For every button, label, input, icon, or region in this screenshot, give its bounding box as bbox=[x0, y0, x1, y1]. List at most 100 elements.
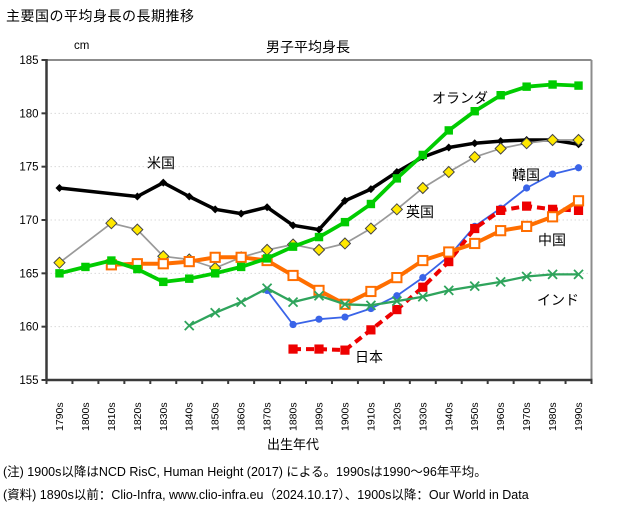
x-tick-label-1850s: 1850s bbox=[210, 402, 222, 431]
x-tick-label-1940s: 1940s bbox=[443, 402, 455, 431]
data-point-korea bbox=[393, 292, 401, 300]
data-point-usa bbox=[237, 209, 246, 218]
x-tick-label-1990s: 1990s bbox=[573, 402, 585, 431]
data-point-india bbox=[495, 276, 506, 288]
data-point-korea bbox=[341, 313, 349, 321]
data-point-korea bbox=[419, 274, 427, 282]
x-tick-label-1890s: 1890s bbox=[314, 402, 326, 431]
series-line-india bbox=[188, 273, 579, 327]
series-label-india: インド bbox=[537, 292, 579, 308]
data-point-japan bbox=[470, 223, 480, 234]
x-tick-label-1800s: 1800s bbox=[80, 402, 92, 431]
data-point-japan bbox=[366, 325, 376, 335]
data-point-china bbox=[235, 251, 247, 263]
data-point-japan bbox=[573, 205, 584, 215]
data-point-china bbox=[546, 211, 559, 223]
y-axis-unit-label: cm bbox=[74, 40, 89, 52]
data-point-usa bbox=[470, 139, 479, 148]
data-point-netherlands bbox=[81, 262, 90, 272]
data-point-usa bbox=[133, 192, 142, 201]
series-markers-japan bbox=[288, 201, 584, 355]
series-markers-uk bbox=[53, 133, 585, 275]
series-label-korea: 韓国 bbox=[512, 167, 540, 183]
series-label-china: 中国 bbox=[538, 232, 566, 248]
data-point-usa bbox=[159, 178, 168, 187]
data-point-india bbox=[521, 271, 532, 282]
data-point-uk bbox=[416, 181, 430, 195]
data-point-netherlands bbox=[522, 82, 531, 91]
data-point-uk bbox=[572, 133, 585, 147]
data-point-china bbox=[209, 251, 221, 263]
x-tick-label-1910s: 1910s bbox=[365, 402, 377, 431]
data-point-netherlands bbox=[496, 91, 505, 100]
series-label-netherlands: オランダ bbox=[432, 90, 488, 106]
page-title: 主要国の平均身長の長期推移 bbox=[6, 8, 195, 24]
data-point-india bbox=[573, 269, 584, 280]
data-point-india bbox=[339, 299, 351, 310]
data-point-usa bbox=[289, 221, 298, 230]
data-point-netherlands bbox=[159, 277, 168, 287]
x-tick-label-1810s: 1810s bbox=[106, 402, 118, 431]
data-point-japan bbox=[547, 204, 558, 214]
data-point-uk bbox=[468, 150, 481, 164]
x-axis-title: 出生年代 bbox=[267, 437, 319, 452]
data-point-japan bbox=[392, 305, 402, 315]
data-point-korea bbox=[289, 320, 297, 329]
data-point-china bbox=[365, 285, 377, 298]
data-point-japan bbox=[314, 344, 324, 354]
data-point-china bbox=[443, 246, 455, 258]
data-point-netherlands bbox=[574, 81, 583, 90]
data-point-uk bbox=[105, 216, 118, 230]
x-tick-label-1880s: 1880s bbox=[288, 402, 300, 431]
data-point-china bbox=[287, 269, 299, 282]
data-point-netherlands bbox=[107, 256, 116, 265]
x-tick-label-1870s: 1870s bbox=[262, 402, 274, 431]
data-point-usa bbox=[366, 185, 375, 194]
data-point-china bbox=[417, 254, 429, 267]
x-tick-label-1970s: 1970s bbox=[521, 402, 533, 431]
data-point-india bbox=[313, 290, 325, 301]
data-point-uk bbox=[520, 136, 533, 150]
x-tick-label-1960s: 1960s bbox=[495, 402, 507, 431]
series-japan bbox=[288, 201, 584, 355]
data-point-netherlands bbox=[210, 269, 220, 278]
x-tick-label-1830s: 1830s bbox=[158, 402, 170, 431]
data-point-netherlands bbox=[262, 254, 272, 263]
x-tick-label-1900s: 1900s bbox=[339, 402, 351, 431]
data-point-uk bbox=[338, 237, 352, 250]
data-point-netherlands bbox=[185, 274, 194, 283]
data-point-netherlands bbox=[470, 107, 479, 116]
y-tick-label-170: 170 bbox=[19, 215, 38, 227]
series-uk bbox=[53, 133, 585, 275]
data-point-china bbox=[572, 195, 585, 207]
y-tick-label-175: 175 bbox=[19, 162, 38, 174]
data-point-uk bbox=[390, 203, 404, 216]
data-point-uk bbox=[442, 165, 455, 179]
data-point-uk bbox=[494, 142, 507, 155]
data-point-usa bbox=[211, 205, 220, 214]
data-point-india bbox=[365, 300, 377, 311]
series-label-japan: 日本 bbox=[355, 349, 383, 365]
data-point-usa bbox=[496, 137, 505, 146]
data-point-japan bbox=[288, 344, 298, 354]
series-label-usa: 米国 bbox=[147, 155, 175, 171]
y-tick-label-160: 160 bbox=[19, 322, 38, 334]
data-point-india bbox=[469, 280, 480, 292]
x-tick-label-1920s: 1920s bbox=[391, 402, 403, 431]
data-point-japan bbox=[496, 205, 506, 215]
data-point-netherlands bbox=[392, 174, 402, 183]
data-point-netherlands bbox=[133, 264, 142, 274]
data-point-china bbox=[495, 225, 507, 237]
y-tick-label-165: 165 bbox=[19, 268, 38, 280]
data-point-india bbox=[417, 291, 428, 302]
data-point-india bbox=[287, 296, 299, 308]
data-point-china bbox=[183, 256, 195, 268]
data-point-india bbox=[184, 320, 195, 331]
note-source-1: (注) 1900s以降はNCD RisC, Human Height (2017… bbox=[3, 465, 487, 479]
x-tick-label-1930s: 1930s bbox=[417, 402, 429, 431]
data-point-china bbox=[391, 272, 403, 284]
data-point-japan bbox=[418, 282, 428, 292]
data-point-uk bbox=[260, 243, 274, 257]
data-point-korea bbox=[315, 315, 323, 323]
x-tick-label-1840s: 1840s bbox=[184, 402, 196, 431]
